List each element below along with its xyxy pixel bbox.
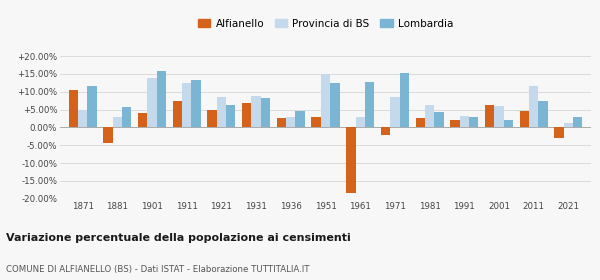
Bar (103, 127, 113, 143)
Bar (494, 106, 504, 127)
Bar (191, 80, 201, 127)
Bar (450, 120, 460, 127)
Bar (286, 117, 295, 127)
Bar (182, 83, 191, 127)
Bar (416, 118, 425, 127)
Bar (321, 74, 330, 127)
Bar (573, 117, 583, 127)
Bar (554, 127, 564, 138)
Bar (147, 78, 157, 127)
Bar (173, 101, 182, 127)
Bar (113, 117, 122, 127)
Bar (381, 127, 390, 134)
Bar (78, 110, 87, 127)
Bar (330, 83, 340, 127)
Legend: Alfianello, Provincia di BS, Lombardia: Alfianello, Provincia di BS, Lombardia (195, 15, 456, 32)
Bar (226, 105, 235, 127)
Bar (157, 71, 166, 127)
Bar (469, 117, 478, 127)
Bar (529, 86, 538, 127)
Bar (295, 111, 305, 127)
Bar (504, 120, 513, 127)
Bar (277, 118, 286, 127)
Bar (242, 103, 251, 127)
Bar (425, 105, 434, 127)
Bar (311, 117, 321, 127)
Bar (261, 98, 270, 127)
Bar (400, 73, 409, 127)
Bar (138, 113, 147, 127)
Bar (356, 117, 365, 127)
Bar (485, 105, 494, 127)
Bar (460, 116, 469, 127)
Bar (122, 107, 131, 127)
Bar (251, 96, 261, 127)
Bar (538, 101, 548, 127)
Bar (365, 82, 374, 127)
Text: COMUNE DI ALFIANELLO (BS) - Dati ISTAT - Elaborazione TUTTITALIA.IT: COMUNE DI ALFIANELLO (BS) - Dati ISTAT -… (6, 265, 310, 274)
Bar (217, 97, 226, 127)
Bar (87, 86, 97, 127)
Bar (208, 110, 217, 127)
Bar (68, 90, 78, 127)
Bar (564, 123, 573, 127)
Bar (346, 127, 356, 193)
Bar (520, 111, 529, 127)
Text: Variazione percentuale della popolazione ai censimenti: Variazione percentuale della popolazione… (6, 233, 351, 243)
Bar (434, 112, 443, 127)
Bar (390, 97, 400, 127)
